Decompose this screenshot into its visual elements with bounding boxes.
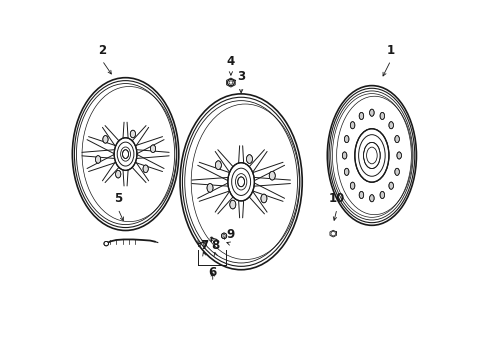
Ellipse shape [269, 171, 275, 180]
Ellipse shape [102, 136, 108, 143]
Ellipse shape [349, 122, 354, 129]
Ellipse shape [363, 143, 380, 168]
Text: 4: 4 [226, 55, 235, 68]
Ellipse shape [229, 200, 235, 209]
Ellipse shape [180, 94, 302, 270]
Ellipse shape [150, 145, 155, 153]
Ellipse shape [369, 195, 373, 202]
Ellipse shape [349, 182, 354, 189]
Text: 8: 8 [211, 239, 220, 252]
Ellipse shape [326, 86, 416, 225]
Ellipse shape [237, 177, 244, 187]
Ellipse shape [354, 129, 388, 182]
Ellipse shape [215, 161, 221, 170]
Ellipse shape [369, 109, 373, 116]
Ellipse shape [115, 170, 121, 178]
Ellipse shape [396, 152, 401, 159]
Ellipse shape [344, 168, 348, 175]
Ellipse shape [379, 192, 384, 199]
Text: 5: 5 [114, 192, 122, 205]
Ellipse shape [227, 163, 254, 201]
Ellipse shape [358, 112, 363, 120]
Ellipse shape [104, 242, 108, 246]
Ellipse shape [130, 130, 135, 138]
Text: 10: 10 [328, 192, 345, 205]
Ellipse shape [394, 135, 399, 143]
Ellipse shape [95, 156, 101, 163]
Text: 7: 7 [200, 239, 208, 252]
Text: 9: 9 [226, 228, 235, 240]
Ellipse shape [388, 182, 393, 189]
Ellipse shape [379, 112, 384, 120]
Text: 6: 6 [208, 266, 216, 279]
Ellipse shape [142, 165, 148, 172]
Ellipse shape [227, 80, 234, 86]
Ellipse shape [358, 192, 363, 199]
Ellipse shape [206, 184, 213, 192]
Text: 3: 3 [237, 71, 244, 84]
Ellipse shape [388, 122, 393, 129]
Ellipse shape [342, 152, 346, 159]
Ellipse shape [261, 194, 266, 203]
Text: 2: 2 [98, 44, 106, 57]
Ellipse shape [72, 78, 179, 230]
Ellipse shape [246, 155, 252, 163]
Ellipse shape [394, 168, 399, 175]
Ellipse shape [114, 138, 137, 170]
Ellipse shape [221, 233, 226, 239]
Ellipse shape [122, 150, 128, 158]
Text: 1: 1 [386, 44, 394, 57]
Ellipse shape [344, 135, 348, 143]
